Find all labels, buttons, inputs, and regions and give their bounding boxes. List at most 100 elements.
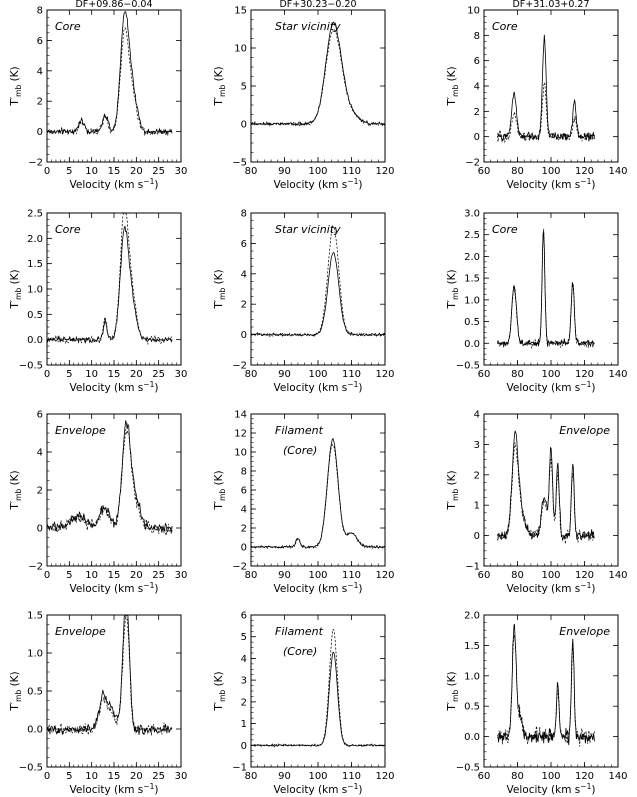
y-tick-label: −0.5 [19, 361, 43, 372]
x-tick-label: 20 [130, 771, 143, 782]
y-tick-label: −2 [28, 158, 43, 169]
spectrum-line-solid [497, 231, 595, 347]
y-tick-label: −1 [232, 763, 247, 774]
y-tick-label: 6 [241, 239, 247, 250]
y-tick-label: 0 [241, 741, 247, 752]
x-axis-label: Velocity (km s−1) [507, 177, 596, 191]
x-tick-label: 100 [308, 166, 327, 177]
x-tick-label: 20 [130, 166, 143, 177]
x-tick-label: 10 [85, 771, 98, 782]
y-tick-label: 8 [37, 6, 43, 17]
y-tick-label: 12 [234, 429, 247, 440]
x-tick-label: 0 [44, 369, 50, 380]
spectrum-line-dashed [497, 228, 595, 349]
y-tick-label: 5 [241, 82, 247, 93]
y-tick-label: 1.0 [464, 295, 480, 306]
x-tick-label: 120 [375, 771, 394, 782]
spectrum-line-solid [46, 225, 173, 344]
spectrum-panel-8: 80 90 100 110 120 −2 0 2 4 6 8 10 12 14 Velocity (km s… [213, 410, 395, 596]
y-tick-label: 8 [241, 467, 247, 478]
x-axis-label: Velocity (km s−1) [507, 380, 596, 394]
y-tick-label: 6 [241, 611, 247, 622]
y-tick-label: 1.5 [27, 611, 43, 622]
spectrum-panel-9: 60 80 100 120 140 −1 0 1 2 3 4 Velocity (km s−1) T′m… [446, 410, 628, 596]
panel-annotation: Core [55, 20, 81, 33]
x-tick-label: 25 [152, 369, 165, 380]
y-tick-label: 4 [37, 448, 43, 459]
x-tick-label: 120 [575, 570, 594, 581]
x-tick-label: 10 [85, 166, 98, 177]
y-tick-label: 6 [474, 56, 480, 67]
y-tick-label: 0 [241, 330, 247, 341]
y-tick-label: 1.5 [27, 259, 43, 270]
y-tick-label: 0.0 [464, 339, 480, 350]
x-tick-label: 120 [575, 166, 594, 177]
spectrum-panel-2: 80 90 100 110 120 −5 0 5 10 15 Velocity (km s−1) T′… [213, 6, 395, 192]
x-axis-label: Velocity (km s−1) [274, 581, 363, 595]
x-tick-label: 20 [130, 570, 143, 581]
x-tick-label: 15 [108, 771, 121, 782]
y-tick-label: 0 [37, 127, 43, 138]
x-tick-label: 140 [608, 771, 627, 782]
x-tick-label: 140 [608, 570, 627, 581]
spectrum-line-solid [250, 21, 386, 127]
x-axis-label: Velocity (km s−1) [70, 782, 159, 796]
y-axis-label: T′mb (K) [9, 671, 23, 711]
x-tick-label: 80 [511, 166, 524, 177]
x-tick-label: 100 [541, 771, 560, 782]
x-tick-label: 80 [511, 570, 524, 581]
y-tick-label: 2 [474, 107, 480, 118]
panel-annotation-2: (Core) [283, 444, 317, 457]
y-tick-label: 0.0 [27, 335, 43, 346]
y-tick-label: 0.0 [27, 725, 43, 736]
spectrum-panel-10: 0 5 10 15 20 25 30 −0.5 0.0 0.5 1.0 1.5 Velocity (km… [9, 611, 187, 797]
column-title-2: DF+30.23−0.20 [279, 0, 356, 10]
y-tick-label: 10 [234, 44, 247, 55]
y-tick-label: 2.0 [464, 611, 480, 622]
spectrum-panel-3: 60 80 100 120 140 −2 0 2 4 6 8 10 Velocity (km s−1) T… [446, 6, 628, 192]
panel-annotation: Filament [275, 625, 324, 638]
y-tick-label: 1.0 [27, 285, 43, 296]
x-tick-label: 0 [44, 166, 50, 177]
panel-annotation: Envelope [55, 625, 106, 638]
x-tick-label: 0 [44, 771, 50, 782]
y-axis-label: T′mb (K) [213, 671, 227, 711]
x-tick-label: 120 [375, 570, 394, 581]
x-tick-label: 15 [108, 166, 121, 177]
x-tick-label: 25 [152, 570, 165, 581]
y-axis-label: T′mb (K) [9, 470, 23, 510]
y-tick-label: 0.0 [464, 732, 480, 743]
y-tick-label: −0.5 [456, 763, 480, 774]
y-tick-label: 1.0 [27, 649, 43, 660]
spectrum-line-solid [497, 430, 595, 542]
y-tick-label: 2.0 [27, 234, 43, 245]
spectrum-line-solid [46, 614, 173, 736]
y-tick-label: 4 [474, 82, 480, 93]
y-axis-label: T′mb (K) [9, 66, 23, 106]
y-tick-label: 3 [474, 440, 480, 451]
x-tick-label: 15 [108, 369, 121, 380]
x-tick-label: 30 [175, 570, 188, 581]
x-tick-label: 15 [108, 570, 121, 581]
spectrum-line-solid [250, 651, 386, 748]
x-tick-label: 10 [85, 369, 98, 380]
y-axis-label: T′mb (K) [213, 66, 227, 106]
spectrum-line-solid [250, 251, 386, 337]
y-axis-label: T′mb (K) [213, 470, 227, 510]
spectrum-line-dashed [250, 226, 386, 338]
y-tick-label: −5 [232, 158, 247, 169]
y-axis-label: T′mb (K) [9, 269, 23, 309]
y-tick-label: −0.5 [19, 763, 43, 774]
x-tick-label: 100 [308, 771, 327, 782]
spectrum-panel-5: 80 90 100 110 120 −2 0 2 4 6 8 Velocity (km s−1) T′m… [213, 209, 395, 395]
y-axis-label: T′mb (K) [446, 269, 460, 309]
panel-annotation: Core [492, 223, 518, 236]
y-tick-label: 0.5 [27, 310, 43, 321]
spectrum-line-dashed [250, 629, 386, 748]
y-tick-label: 0 [241, 543, 247, 554]
y-tick-label: 10 [467, 6, 480, 17]
spectrum-line-solid [46, 420, 173, 534]
column-title-1: DF+09.86−0.04 [75, 0, 152, 10]
